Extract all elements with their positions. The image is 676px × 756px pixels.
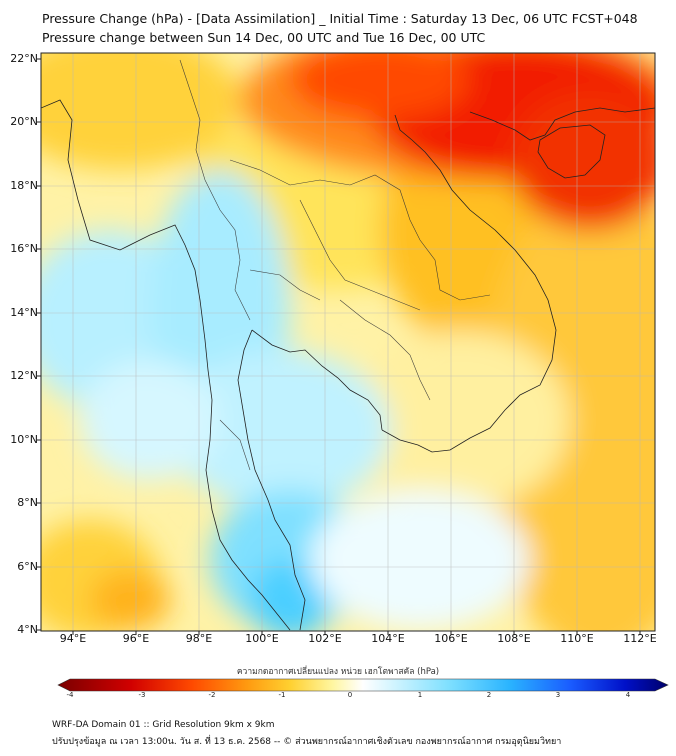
lat-label: 16°N [10, 242, 38, 255]
footer-update-info: ปรับปรุงข้อมูล ณ เวลา 13:00น. วัน ส. ที่… [52, 737, 562, 747]
colorbar-tick: -3 [138, 691, 146, 699]
colorbar-tick: -2 [208, 691, 216, 699]
lat-label: 8°N [17, 496, 38, 509]
axis-ticks [37, 58, 641, 635]
footer-model-info: WRF-DA Domain 01 :: Grid Resolution 9km … [52, 720, 275, 730]
country-borders [179, 59, 491, 471]
colorbar [57, 678, 669, 692]
lon-label: 110°E [560, 632, 594, 645]
lon-label: 102°E [308, 632, 342, 645]
lon-label: 100°E [245, 632, 279, 645]
coastlines [41, 99, 655, 631]
pressure-field [41, 53, 655, 631]
lon-label: 98°E [185, 632, 213, 645]
lon-label: 96°E [122, 632, 150, 645]
lat-label: 10°N [10, 433, 38, 446]
colorbar-tick: 4 [625, 691, 631, 699]
colorbar-tick: -1 [278, 691, 286, 699]
lat-label: 12°N [10, 369, 38, 382]
colorbar-tick: 3 [555, 691, 561, 699]
map-frame [40, 52, 656, 632]
chart-title: Pressure Change (hPa) - [Data Assimilati… [42, 11, 638, 26]
lon-label: 104°E [371, 632, 405, 645]
colorbar-tick: 1 [417, 691, 423, 699]
lat-label: 4°N [17, 623, 38, 636]
lat-label: 6°N [17, 560, 38, 573]
lat-label: 20°N [10, 115, 38, 128]
lon-label: 94°E [59, 632, 87, 645]
lat-label: 22°N [10, 52, 38, 65]
map-gridlines [41, 53, 655, 631]
colorbar-title: ความกดอากาศเปลี่ยนแปลง หน่วย เฮกโตพาสคัล… [236, 667, 440, 677]
lat-label: 18°N [10, 179, 38, 192]
chart-subtitle: Pressure change between Sun 14 Dec, 00 U… [42, 30, 486, 45]
lon-label: 108°E [497, 632, 531, 645]
colorbar-tick: 0 [347, 691, 353, 699]
lon-label: 112°E [623, 632, 657, 645]
lon-label: 106°E [434, 632, 468, 645]
lat-label: 14°N [10, 306, 38, 319]
colorbar-tick: 2 [486, 691, 492, 699]
colorbar-tick: -4 [66, 691, 74, 699]
